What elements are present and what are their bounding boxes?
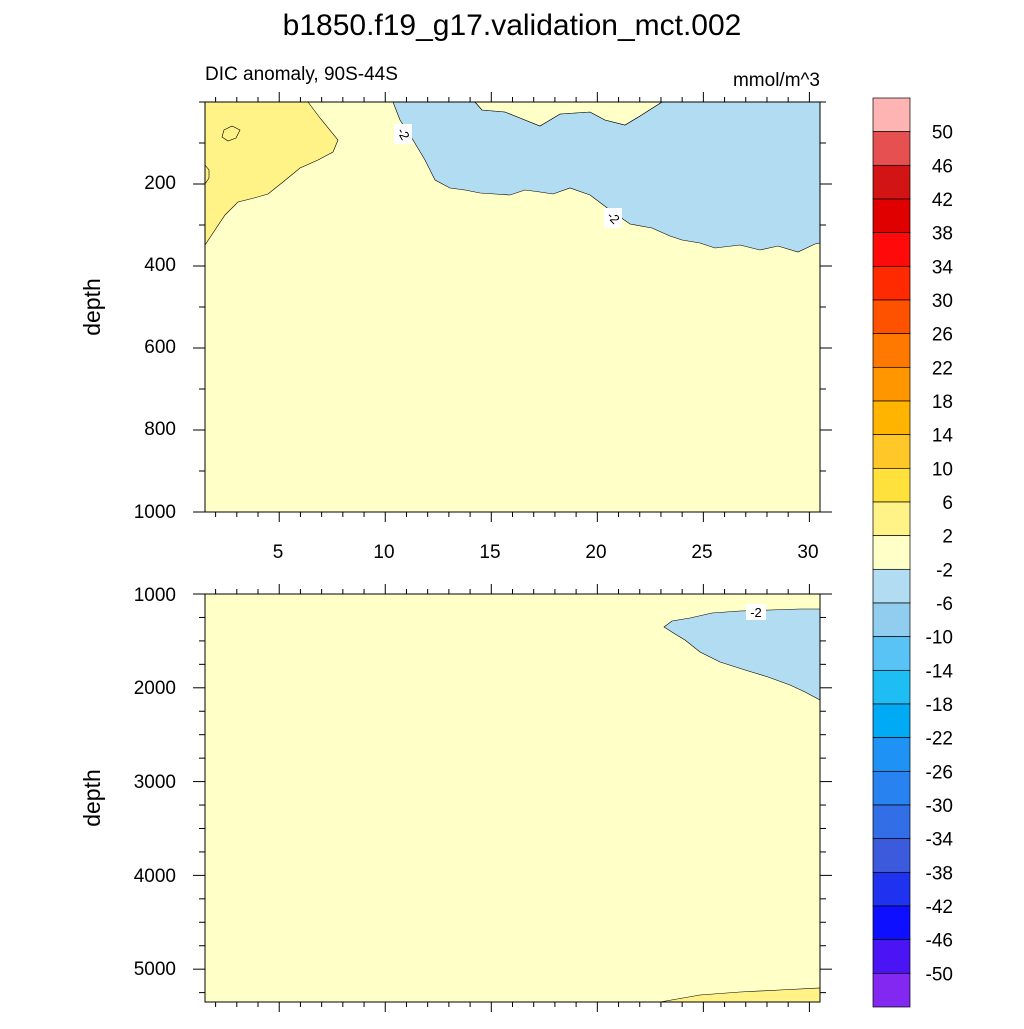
colorbar-swatch bbox=[872, 97, 911, 133]
colorbar-swatch bbox=[872, 164, 911, 200]
colorbar-swatch bbox=[872, 838, 911, 873]
colorbar-label: -30 bbox=[926, 796, 953, 817]
colorbar-label: 22 bbox=[932, 358, 953, 379]
top-y-axis-label: depth bbox=[79, 278, 105, 336]
colorbar-label: -46 bbox=[926, 931, 953, 952]
colorbar-swatch bbox=[872, 568, 911, 604]
subtitle-left: DIC anomaly, 90S-44S bbox=[205, 64, 398, 85]
colorbar-label: 14 bbox=[932, 426, 954, 447]
colorbar-swatch bbox=[872, 737, 911, 772]
colorbar-swatch bbox=[872, 366, 911, 402]
x-tick-label-15: 15 bbox=[479, 542, 500, 563]
y-tick-label-3000: 3000 bbox=[134, 772, 176, 793]
colorbar-swatch bbox=[872, 333, 911, 368]
colorbar-label: -26 bbox=[926, 762, 953, 783]
x-tick-label-5: 5 bbox=[273, 542, 284, 563]
x-tick-label-10: 10 bbox=[373, 542, 394, 563]
colorbar-swatch bbox=[872, 905, 911, 941]
colorbar-swatch bbox=[872, 972, 911, 1008]
top-positive-anomaly-region bbox=[204, 101, 339, 246]
y-tick-label-1000: 1000 bbox=[134, 502, 176, 523]
top-positive-anomaly-patch-small bbox=[221, 125, 241, 142]
colorbar-label: -42 bbox=[926, 897, 953, 918]
colorbar-swatch bbox=[872, 804, 911, 840]
colorbar-label: -18 bbox=[926, 695, 953, 716]
y-tick-label-4000: 4000 bbox=[134, 866, 176, 887]
y-tick-label-2000: 2000 bbox=[134, 678, 176, 699]
colorbar-label: 42 bbox=[932, 190, 953, 211]
y-tick-label-5000: 5000 bbox=[134, 959, 176, 980]
top-panel: -2 -2 5 10 15 20 25 30 200 400 600 800 1… bbox=[79, 92, 832, 563]
top-neutral-inlet bbox=[474, 101, 664, 127]
colorbar-swatch bbox=[872, 871, 911, 907]
colorbar-swatch bbox=[872, 703, 911, 739]
x-tick-label-20: 20 bbox=[585, 542, 606, 563]
colorbar-label: -6 bbox=[936, 594, 953, 615]
y-tick-label-600: 600 bbox=[144, 337, 176, 358]
colorbar-label: -14 bbox=[926, 661, 954, 682]
colorbar-label: -38 bbox=[926, 863, 953, 884]
colorbar-swatch bbox=[872, 131, 911, 166]
x-tick-label-30: 30 bbox=[797, 542, 818, 563]
colorbar-label: 6 bbox=[942, 493, 953, 514]
top-contour-label-bg-1 bbox=[394, 124, 412, 144]
colorbar-swatch bbox=[872, 669, 911, 705]
colorbar-label: 2 bbox=[942, 527, 953, 548]
colorbar-swatch bbox=[872, 467, 911, 503]
colorbar-label: -2 bbox=[936, 560, 953, 581]
colorbar-swatch bbox=[872, 232, 911, 267]
colorbar-swatch bbox=[872, 636, 911, 671]
y-tick-label-200: 200 bbox=[144, 173, 176, 194]
colorbar-label: 26 bbox=[932, 325, 953, 346]
bottom-panel: -2 1000 2000 3000 4000 5000 depth bbox=[79, 584, 832, 1012]
bottom-background-fill bbox=[205, 594, 820, 1002]
colorbar-label: 46 bbox=[932, 156, 953, 177]
colorbar-label: -10 bbox=[926, 628, 953, 649]
top-contour-label-bg-2 bbox=[604, 208, 622, 228]
colorbar-label: 50 bbox=[932, 123, 953, 144]
x-tick-label-25: 25 bbox=[691, 542, 712, 563]
top-axis-ticks bbox=[193, 92, 832, 522]
colorbar-swatch bbox=[872, 198, 911, 234]
y-tick-label-800: 800 bbox=[144, 419, 176, 440]
colorbar-swatch bbox=[872, 602, 911, 638]
colorbar-swatch bbox=[872, 535, 911, 570]
colorbar-label: -22 bbox=[926, 729, 953, 750]
bottom-y-axis-label: depth bbox=[79, 769, 105, 827]
top-x-tick-labels: 5 10 15 20 25 30 bbox=[273, 542, 819, 563]
colorbar-label: -50 bbox=[926, 964, 953, 985]
colorbar-swatch bbox=[872, 299, 911, 335]
y-tick-label-1000-bottom: 1000 bbox=[134, 585, 176, 606]
bottom-contour-label-bg bbox=[746, 604, 766, 620]
colorbar-label: 30 bbox=[932, 291, 953, 312]
colorbar-swatch bbox=[872, 400, 911, 436]
bottom-contour-label: -2 bbox=[750, 605, 762, 620]
colorbar-swatch bbox=[872, 501, 911, 537]
colorbar-swatch bbox=[872, 770, 911, 806]
colorbar-swatch bbox=[872, 939, 911, 974]
y-tick-label-400: 400 bbox=[144, 255, 176, 276]
bottom-y-tick-labels: 1000 2000 3000 4000 5000 bbox=[134, 585, 176, 980]
bottom-axis-ticks bbox=[193, 584, 832, 1012]
colorbar-swatch bbox=[872, 434, 911, 469]
bottom-negative-anomaly-region bbox=[663, 608, 821, 701]
top-y-tick-labels: 200 400 600 800 1000 bbox=[134, 173, 176, 523]
figure-title: b1850.f19_g17.validation_mct.002 bbox=[283, 9, 742, 42]
colorbar: 50 46 42 38 34 30 26 22 18 14 10 6 2 -2 -6 -10 -14 -18 -22… bbox=[872, 97, 954, 1008]
colorbar-swatch bbox=[872, 265, 911, 301]
subtitle-units: mmol/m^3 bbox=[733, 70, 820, 91]
colorbar-label: 10 bbox=[932, 459, 953, 480]
colorbar-label: 18 bbox=[932, 392, 953, 413]
colorbar-label: 38 bbox=[932, 224, 953, 245]
colorbar-label: 34 bbox=[932, 257, 954, 278]
colorbar-label: -34 bbox=[926, 830, 954, 851]
